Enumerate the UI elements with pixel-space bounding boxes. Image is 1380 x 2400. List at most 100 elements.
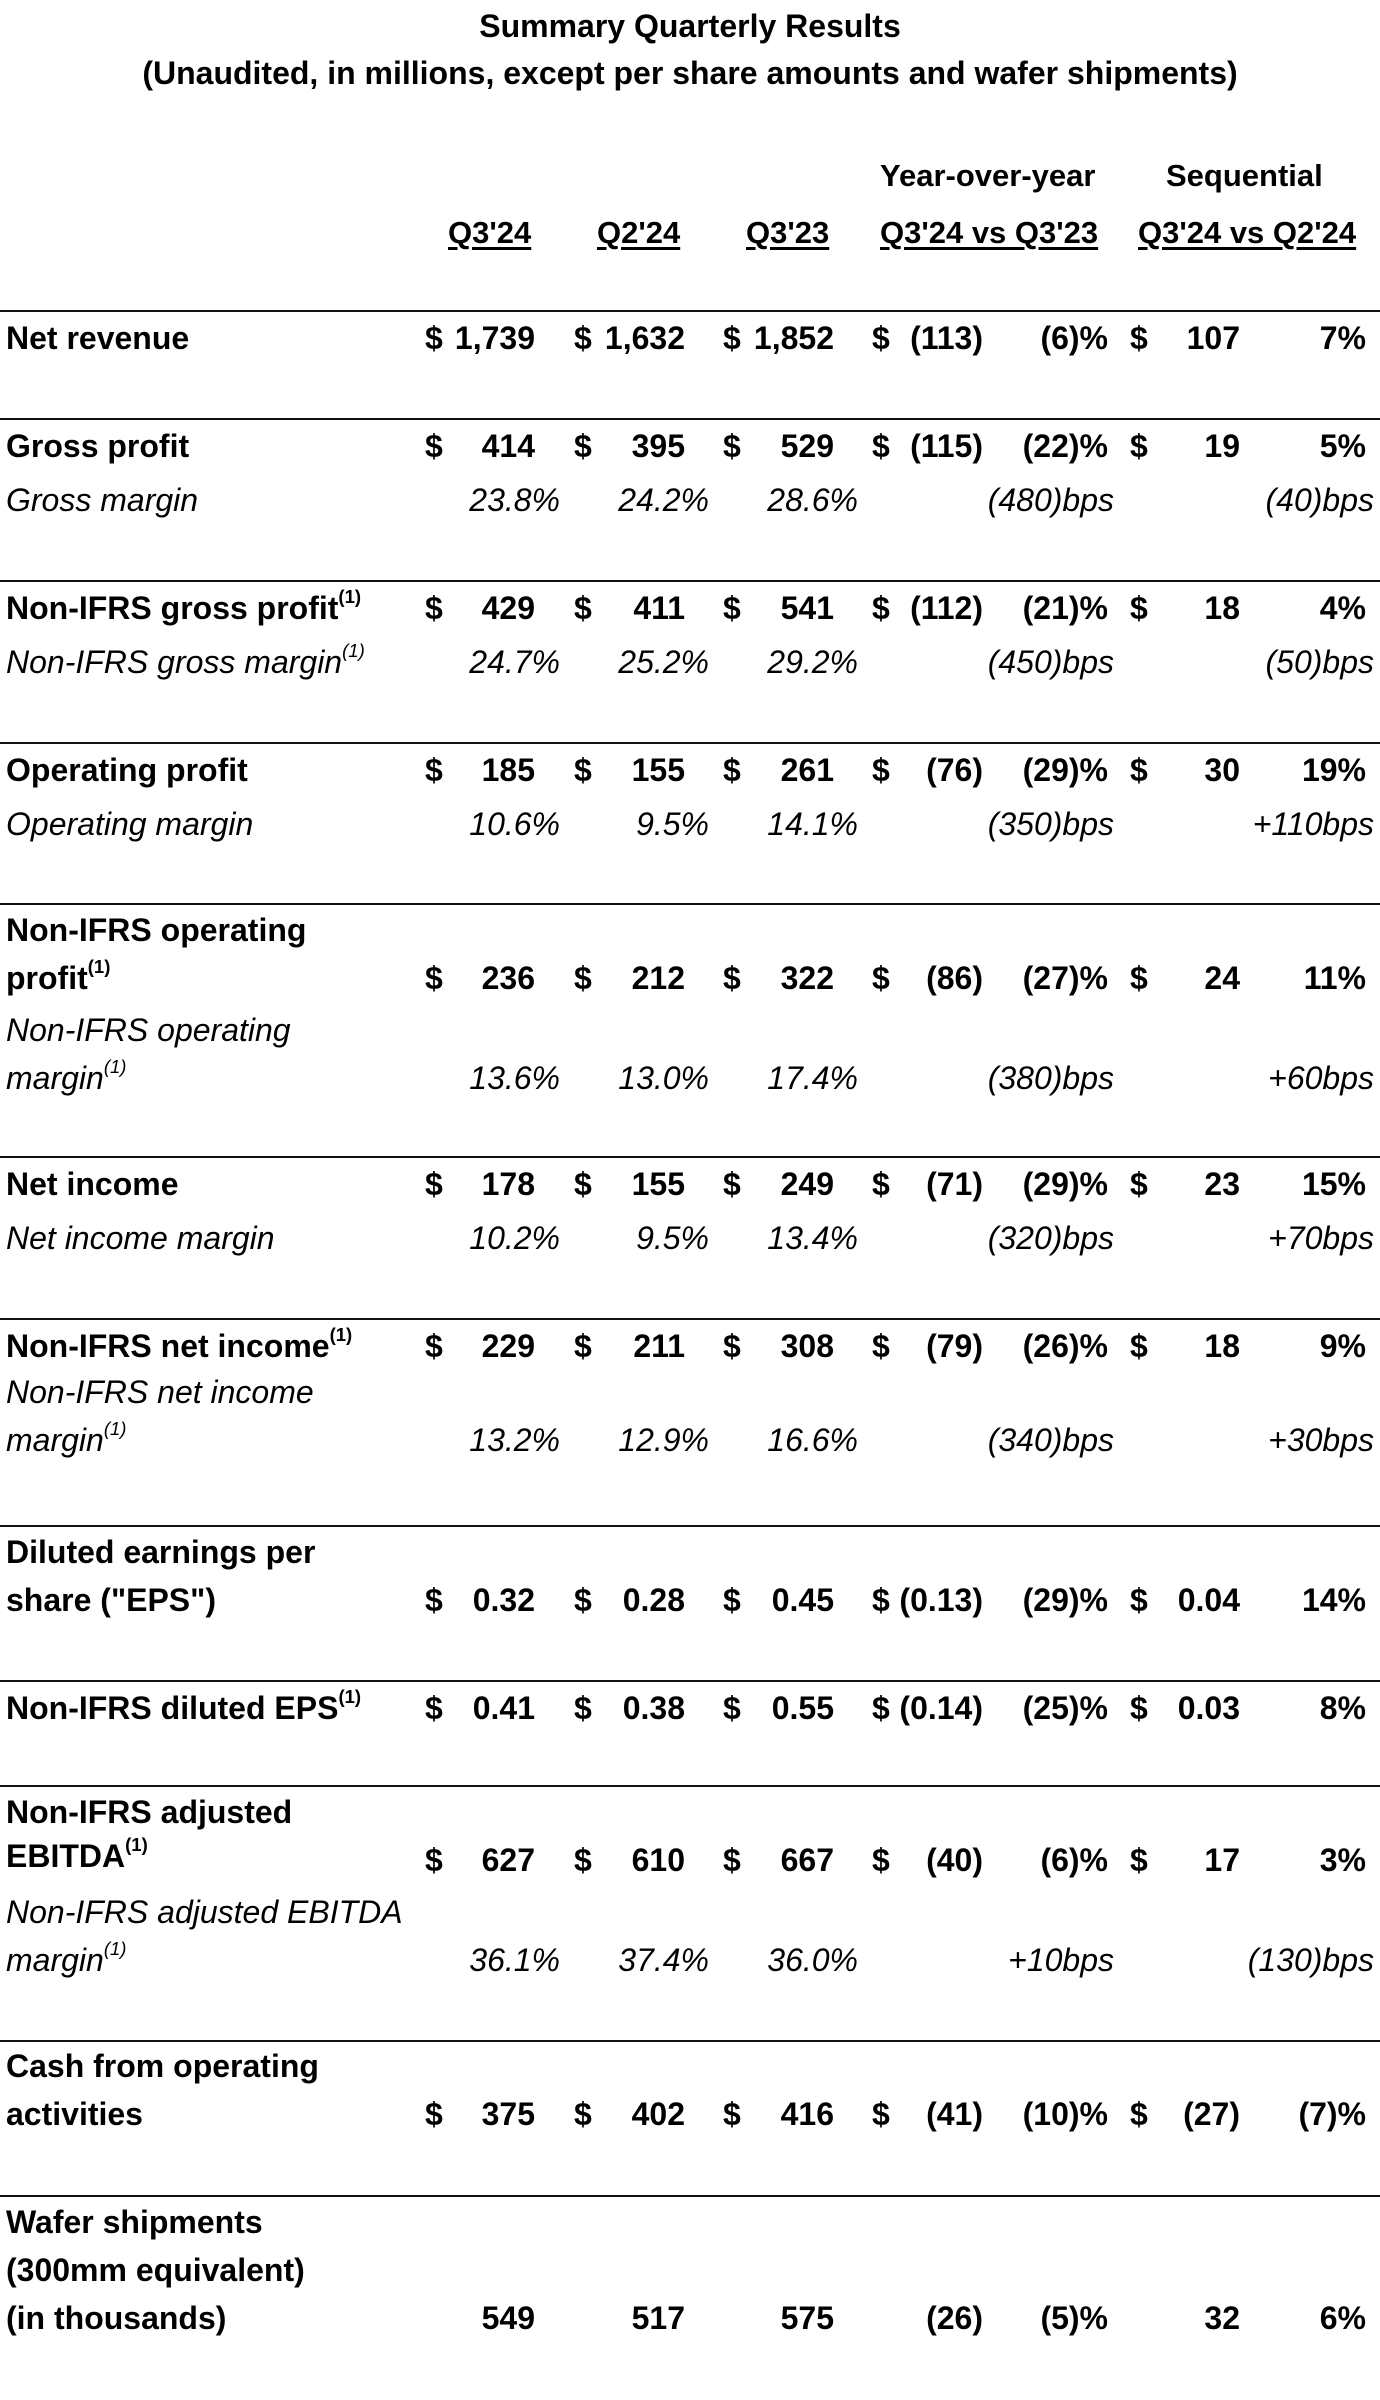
row-label-diluted-eps-line2: share ("EPS") — [6, 1582, 216, 1618]
cell-operating-margin-q3-23: 14.1% — [767, 806, 858, 842]
row-label-nonifrs-operating-margin-line1: Non-IFRS operating — [6, 1012, 291, 1048]
divider — [0, 742, 1380, 744]
cell-nonifrs-gross-profit-seq-pct: 4% — [1319, 590, 1366, 626]
cell-nonifrs-adj-ebitda-q3-24: 627 — [481, 1842, 535, 1878]
label-text: profit — [6, 960, 88, 996]
row-label-cash-from-ops-line2: activities — [6, 2096, 143, 2132]
header-col-yoy: Q3'24 vs Q3'23 — [880, 215, 1099, 250]
dollar-sign: $ — [425, 590, 443, 626]
cell-nonifrs-net-income-margin-q3-24: 13.2% — [469, 1422, 560, 1458]
dollar-sign: $ — [872, 1690, 890, 1726]
dollar-sign: $ — [723, 428, 741, 464]
row-label-nonifrs-gross-margin: Non-IFRS gross margin(1) — [6, 641, 365, 681]
dollar-sign: $ — [872, 590, 890, 626]
dollar-sign: $ — [723, 590, 741, 626]
footnote-marker: (1) — [103, 1056, 127, 1078]
row-label-nonifrs-net-income-margin-line2: margin(1) — [6, 1419, 126, 1459]
label-text: margin — [6, 1060, 104, 1096]
header-col-q3-23: Q3'23 — [746, 215, 830, 250]
dollar-sign: $ — [425, 1690, 443, 1726]
row-label-nonifrs-adj-ebitda-line2: EBITDA(1) — [6, 1835, 148, 1875]
cell-nonifrs-diluted-eps-q3-24: 0.41 — [472, 1690, 535, 1726]
cell-gross-profit-q3-23: 529 — [780, 428, 834, 464]
page-title: Summary Quarterly Results — [479, 8, 901, 44]
cell-nonifrs-operating-profit-q2-24: 212 — [631, 960, 685, 996]
footnote-marker: (1) — [103, 1418, 127, 1440]
cell-cash-from-ops-yoy-abs: (41) — [926, 2096, 983, 2132]
cell-nonifrs-net-income-margin-seq: +30bps — [1268, 1422, 1374, 1458]
dollar-sign: $ — [1130, 1166, 1148, 1202]
cell-cash-from-ops-yoy-pct: (10)% — [1022, 2096, 1108, 2132]
cell-operating-margin-q2-24: 9.5% — [636, 806, 709, 842]
row-label-net-income-margin: Net income margin — [6, 1220, 275, 1256]
cell-diluted-eps-seq-pct: 14% — [1301, 1582, 1366, 1618]
cell-nonifrs-gross-profit-q3-23: 541 — [780, 590, 834, 626]
row-label-nonifrs-operating-profit-line2: profit(1) — [6, 957, 110, 997]
cell-net-income-margin-seq: +70bps — [1268, 1220, 1374, 1256]
cell-nonifrs-net-income-margin-q3-23: 16.6% — [767, 1422, 858, 1458]
cell-wafer-shipments-seq-abs: 32 — [1204, 2300, 1240, 2336]
dollar-sign: $ — [574, 1842, 592, 1878]
row-label-operating-profit: Operating profit — [6, 752, 248, 788]
cell-operating-margin-yoy: (350)bps — [987, 806, 1114, 842]
cell-nonifrs-net-income-seq-abs: 18 — [1204, 1328, 1240, 1364]
footnote-marker: (1) — [338, 586, 362, 608]
cell-nonifrs-net-income-margin-yoy: (340)bps — [987, 1422, 1114, 1458]
cell-nonifrs-adj-ebitda-margin-yoy: +10bps — [1008, 1942, 1114, 1978]
row-label-operating-margin: Operating margin — [6, 806, 254, 842]
cell-nonifrs-adj-ebitda-margin-q3-23: 36.0% — [767, 1942, 858, 1978]
dollar-sign: $ — [1130, 1328, 1148, 1364]
dollar-sign: $ — [872, 752, 890, 788]
cell-diluted-eps-yoy-pct: (29)% — [1022, 1582, 1108, 1618]
cell-cash-from-ops-q3-24: 375 — [481, 2096, 535, 2132]
cell-net-income-yoy-pct: (29)% — [1022, 1166, 1108, 1202]
label-text: EBITDA — [6, 1838, 126, 1874]
cell-nonifrs-gross-margin-seq: (50)bps — [1265, 644, 1375, 680]
cell-net-income-margin-yoy: (320)bps — [987, 1220, 1114, 1256]
cell-cash-from-ops-seq-pct: (7)% — [1298, 2096, 1366, 2132]
dollar-sign: $ — [723, 1690, 741, 1726]
divider — [0, 1785, 1380, 1787]
cell-nonifrs-operating-margin-q3-24: 13.6% — [469, 1060, 560, 1096]
cell-nonifrs-operating-profit-q3-23: 322 — [780, 960, 834, 996]
cell-operating-profit-yoy-pct: (29)% — [1022, 752, 1108, 788]
cell-nonifrs-operating-margin-q3-23: 17.4% — [767, 1060, 858, 1096]
cell-nonifrs-net-income-q2-24: 211 — [633, 1328, 685, 1364]
dollar-sign: $ — [574, 1166, 592, 1202]
header-group-yoy: Year-over-year — [880, 158, 1096, 193]
cell-nonifrs-adj-ebitda-margin-q2-24: 37.4% — [618, 1942, 709, 1978]
divider — [0, 903, 1380, 905]
cell-net-income-q2-24: 155 — [631, 1166, 685, 1202]
dollar-sign: $ — [723, 1166, 741, 1202]
cell-nonifrs-operating-margin-seq: +60bps — [1268, 1060, 1374, 1096]
dollar-sign: $ — [574, 320, 592, 356]
cell-operating-profit-q3-24: 185 — [481, 752, 535, 788]
row-label-nonifrs-gross-profit: Non-IFRS gross profit(1) — [6, 587, 361, 627]
cell-nonifrs-adj-ebitda-q3-23: 667 — [780, 1842, 834, 1878]
dollar-sign: $ — [574, 1328, 592, 1364]
cell-wafer-shipments-seq-pct: 6% — [1319, 2300, 1366, 2336]
cell-nonifrs-operating-profit-seq-abs: 24 — [1204, 960, 1240, 996]
cell-gross-profit-yoy-abs: (115) — [910, 428, 983, 464]
dollar-sign: $ — [872, 320, 890, 356]
row-label-nonifrs-operating-margin-line2: margin(1) — [6, 1057, 126, 1097]
dollar-sign: $ — [425, 960, 443, 996]
cell-net-income-margin-q3-23: 13.4% — [767, 1220, 858, 1256]
cell-operating-profit-q3-23: 261 — [780, 752, 834, 788]
row-label-diluted-eps-line1: Diluted earnings per — [6, 1534, 316, 1570]
cell-nonifrs-adj-ebitda-yoy-abs: (40) — [926, 1842, 983, 1878]
row-label-wafer-shipments-line3: (in thousands) — [6, 2300, 227, 2336]
cell-nonifrs-gross-margin-q3-24: 24.7% — [469, 644, 560, 680]
dollar-sign: $ — [425, 2096, 443, 2132]
cell-net-income-yoy-abs: (71) — [926, 1166, 983, 1202]
cell-diluted-eps-q3-23: 0.45 — [771, 1582, 834, 1618]
row-label-nonifrs-adj-ebitda-margin-line2: margin(1) — [6, 1939, 126, 1979]
dollar-sign: $ — [723, 1582, 741, 1618]
dollar-sign: $ — [425, 752, 443, 788]
cell-net-revenue-q3-24: 1,739 — [454, 320, 535, 356]
cell-wafer-shipments-q3-23: 575 — [780, 2300, 834, 2336]
cell-nonifrs-net-income-margin-q2-24: 12.9% — [618, 1422, 709, 1458]
dollar-sign: $ — [872, 1582, 890, 1618]
cell-net-revenue-seq-abs: 107 — [1186, 320, 1240, 356]
